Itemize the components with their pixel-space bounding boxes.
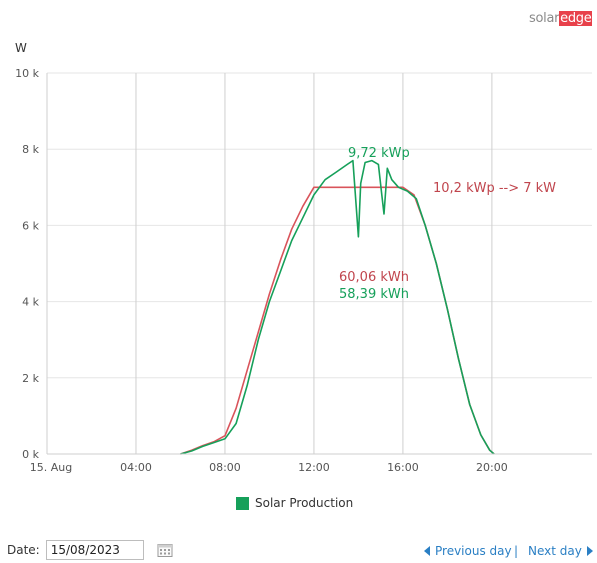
x-tick-label: 08:00 xyxy=(209,461,241,474)
y-tick-label: 8 k xyxy=(22,143,39,156)
y-tick-label: 4 k xyxy=(22,296,39,309)
nav-separator: | xyxy=(514,544,519,558)
production-chart: 0 k 2 k 4 k 6 k 8 k 10 k 15. Aug 04:00 08:00 12:0… xyxy=(15,41,592,474)
y-tick-label: 2 k xyxy=(22,372,39,385)
y-axis-label: W xyxy=(15,41,27,55)
x-tick-label: 15. Aug xyxy=(30,461,72,474)
chevron-left-icon xyxy=(424,546,430,556)
x-tick-label: 16:00 xyxy=(387,461,419,474)
date-value: 15/08/2023 xyxy=(50,543,120,557)
x-tick-label: 04:00 xyxy=(120,461,152,474)
x-tick-label: 12:00 xyxy=(298,461,330,474)
legend-label: Solar Production xyxy=(255,496,354,510)
series-line-solar-production xyxy=(180,159,495,455)
legend-item-solar-production[interactable]: Solar Production xyxy=(236,496,353,510)
calendar-icon[interactable] xyxy=(157,542,173,558)
chart-grid xyxy=(47,72,592,454)
chart-annotation: 58,39 kWh xyxy=(339,287,409,302)
chevron-right-icon xyxy=(586,546,593,556)
chart-annotation: 9,72 kWp xyxy=(348,146,410,161)
date-row: Date: 15/08/2023 xyxy=(7,540,173,560)
y-tick-label: 0 k xyxy=(22,448,39,461)
y-tick-label: 10 k xyxy=(15,67,39,80)
series-line-limited xyxy=(180,186,495,455)
chart-axes: 0 k 2 k 4 k 6 k 8 k 10 k 15. Aug 04:00 08:00 12:0… xyxy=(15,67,592,474)
chart-annotations: 9,72 kWp 10,2 kWp --> 7 kW 60,06 kWh 58,39 … xyxy=(339,146,556,302)
x-tick-label: 20:00 xyxy=(476,461,508,474)
legend-swatch xyxy=(236,496,249,510)
date-field[interactable]: 15/08/2023 xyxy=(45,540,173,560)
previous-day-link[interactable]: Previous day xyxy=(424,544,512,558)
chart-series xyxy=(180,159,495,455)
chart-annotation: 60,06 kWh xyxy=(339,270,409,285)
solaredge-logo: solaredge xyxy=(529,11,593,26)
chart-annotation: 10,2 kWp --> 7 kW xyxy=(433,181,556,196)
date-label: Date: xyxy=(7,543,40,557)
next-day-link[interactable]: Next day xyxy=(528,544,593,558)
y-tick-label: 6 k xyxy=(22,219,39,232)
